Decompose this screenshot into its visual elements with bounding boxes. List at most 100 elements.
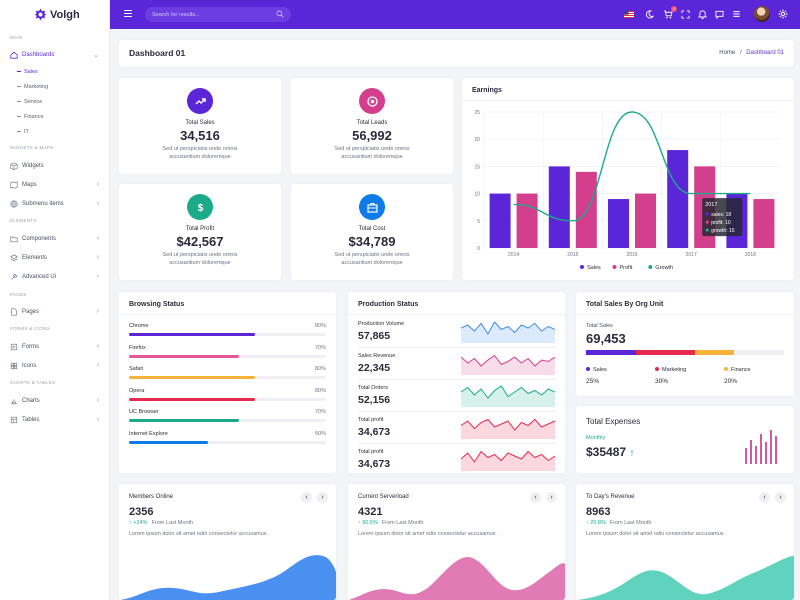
sidebar-subitem-finance[interactable]: Finance [0, 109, 110, 124]
sidebar-subitem-marketing[interactable]: Marketing [0, 79, 110, 94]
legend-label-growth[interactable]: Growth [655, 265, 673, 271]
cart-icon[interactable]: 4 [663, 6, 677, 19]
sidebar-item-charts[interactable]: Charts › [0, 391, 110, 410]
legend-swatch-profit [612, 265, 617, 269]
dash-icon [17, 131, 21, 132]
file-icon [11, 307, 17, 316]
org-value: 69,453 [586, 331, 626, 346]
sidebar-item-maps[interactable]: Maps › [0, 175, 110, 194]
mini-growth: 20.8% [590, 520, 606, 526]
y-tick-label: 5 [477, 219, 480, 225]
bar-profit-2014[interactable] [516, 193, 538, 248]
legend-label-sales[interactable]: Sales [587, 265, 601, 271]
mini-value: 8963 [586, 506, 611, 518]
mini-from: From Last Month [609, 520, 652, 526]
bar-profit-2015[interactable] [575, 171, 597, 248]
chevron-left-icon[interactable]: ‹ [530, 492, 541, 503]
message-icon[interactable] [714, 9, 724, 19]
mini-pager: ‹ › [530, 492, 557, 503]
sidebar-subitem-label: Finance [24, 113, 44, 120]
chevron-right-icon: › [96, 235, 99, 242]
line-growth[interactable] [513, 111, 751, 222]
stat-card-total-sales: Total Sales 34,516 Sed ut perspiciatis und… [119, 78, 281, 174]
fullscreen-icon[interactable] [680, 9, 690, 19]
progress-track [129, 376, 326, 379]
gear-icon[interactable] [778, 9, 788, 19]
sidebar-subitem-it[interactable]: IT [0, 124, 110, 139]
browser-name: Internet Explore [129, 430, 168, 437]
svg-text:$: $ [197, 203, 203, 214]
chevron-right-icon[interactable]: › [775, 492, 786, 503]
expenses-period: Monthly [586, 435, 606, 441]
search-input[interactable]: Search for results... [145, 7, 291, 22]
chevron-right-icon[interactable]: › [546, 492, 557, 503]
chart-icon [11, 398, 17, 404]
bar-profit-2018[interactable] [753, 199, 775, 248]
sparkline [461, 354, 555, 375]
expenses-value-row: $35487 ↑ [586, 445, 634, 459]
chevron-right-icon: › [96, 181, 99, 188]
chevron-right-icon[interactable]: › [317, 492, 328, 503]
stat-description: Sed ut perspiciatis unde omnis accusanti… [162, 252, 238, 266]
app-logo[interactable]: Volgh [0, 0, 109, 29]
production-row: Total profit 34,673 [358, 412, 555, 444]
list-icon[interactable] [731, 9, 741, 19]
production-value: 34,673 [358, 458, 391, 470]
browsing-title: Browsing Status [129, 301, 185, 308]
search-icon[interactable] [276, 10, 284, 18]
bar-sales-2017[interactable] [667, 150, 689, 248]
breadcrumb-home[interactable]: Home [719, 50, 736, 56]
sidebar-item-elements[interactable]: Elements › [0, 248, 110, 267]
sidebar-subitem-sales[interactable]: Sales [0, 64, 110, 79]
browser-percent: 70% [314, 409, 326, 415]
mini-area-chart [576, 556, 794, 600]
sidebar-item-submenu[interactable]: Submenu items › [0, 194, 110, 213]
bell-icon[interactable] [697, 9, 707, 19]
production-label: Total Orders [358, 385, 388, 391]
org-legend-percent: 25% [586, 378, 600, 385]
page-header: Dashboard 01 Home / Dashboard 01 [119, 40, 794, 67]
production-label: Sales Revenue [358, 353, 396, 359]
sidebar-item-widgets[interactable]: Widgets [0, 156, 110, 175]
flag-icon[interactable] [624, 9, 634, 19]
stat-value: $34,789 [348, 234, 396, 249]
y-tick-label: 15 [474, 164, 480, 170]
chevron-left-icon[interactable]: ‹ [759, 492, 770, 503]
chevron-right-icon: › [96, 343, 99, 350]
avatar[interactable] [754, 6, 770, 22]
moon-icon[interactable] [644, 9, 654, 19]
progress-track [129, 440, 326, 444]
bar-sales-2014[interactable] [489, 193, 511, 248]
sidebar-item-tables[interactable]: Tables › [0, 410, 110, 429]
stat-value: 56,992 [352, 128, 392, 143]
mini-growth-row: ↑ 90.5% From Last Month [358, 520, 423, 526]
production-label: Production Volume [358, 321, 405, 327]
bar-sales-2015[interactable] [548, 166, 570, 248]
sidebar-item-icons[interactable]: Icons › [0, 356, 110, 375]
sidebar-subitem-service[interactable]: Service [0, 94, 110, 109]
sidebar-item-label: Advanced Ui [22, 273, 57, 280]
legend-label: Finance [731, 367, 751, 373]
earnings-chart[interactable]: 0 5 10 15 20 25 2014 2015 2016 2017 2018 2017 sales:… [462, 102, 794, 278]
org-label: Total Sales [586, 323, 613, 329]
home-icon [10, 51, 18, 59]
legend-swatch-growth [648, 265, 653, 269]
bar-sales-2016[interactable] [608, 199, 629, 248]
sidebar-item-pages[interactable]: Pages › [0, 302, 110, 321]
bar-profit-2016[interactable] [635, 193, 656, 248]
progress-track [129, 397, 326, 401]
sidebar-item-components[interactable]: Components › [0, 229, 110, 248]
sidebar-item-label: Components [22, 235, 57, 242]
chevron-left-icon[interactable]: ‹ [301, 492, 312, 503]
sidebar-item-label: Submenu items [22, 200, 64, 207]
menu-toggle-icon[interactable] [124, 10, 132, 18]
sidebar-item-forms[interactable]: Forms › [0, 337, 110, 356]
sidebar-item-advanced-ui[interactable]: Advanced Ui › [0, 267, 110, 286]
arrow-up-icon: ↑ [586, 520, 591, 526]
chart-tooltip [702, 198, 743, 237]
legend-label-profit[interactable]: Profit [620, 265, 633, 271]
y-tick-label: 20 [474, 137, 480, 143]
sidebar-item-dashboards[interactable]: Dashboards ⌄ [0, 45, 110, 64]
legend-dot [586, 367, 590, 371]
mini-growth: 90.5% [362, 520, 378, 526]
